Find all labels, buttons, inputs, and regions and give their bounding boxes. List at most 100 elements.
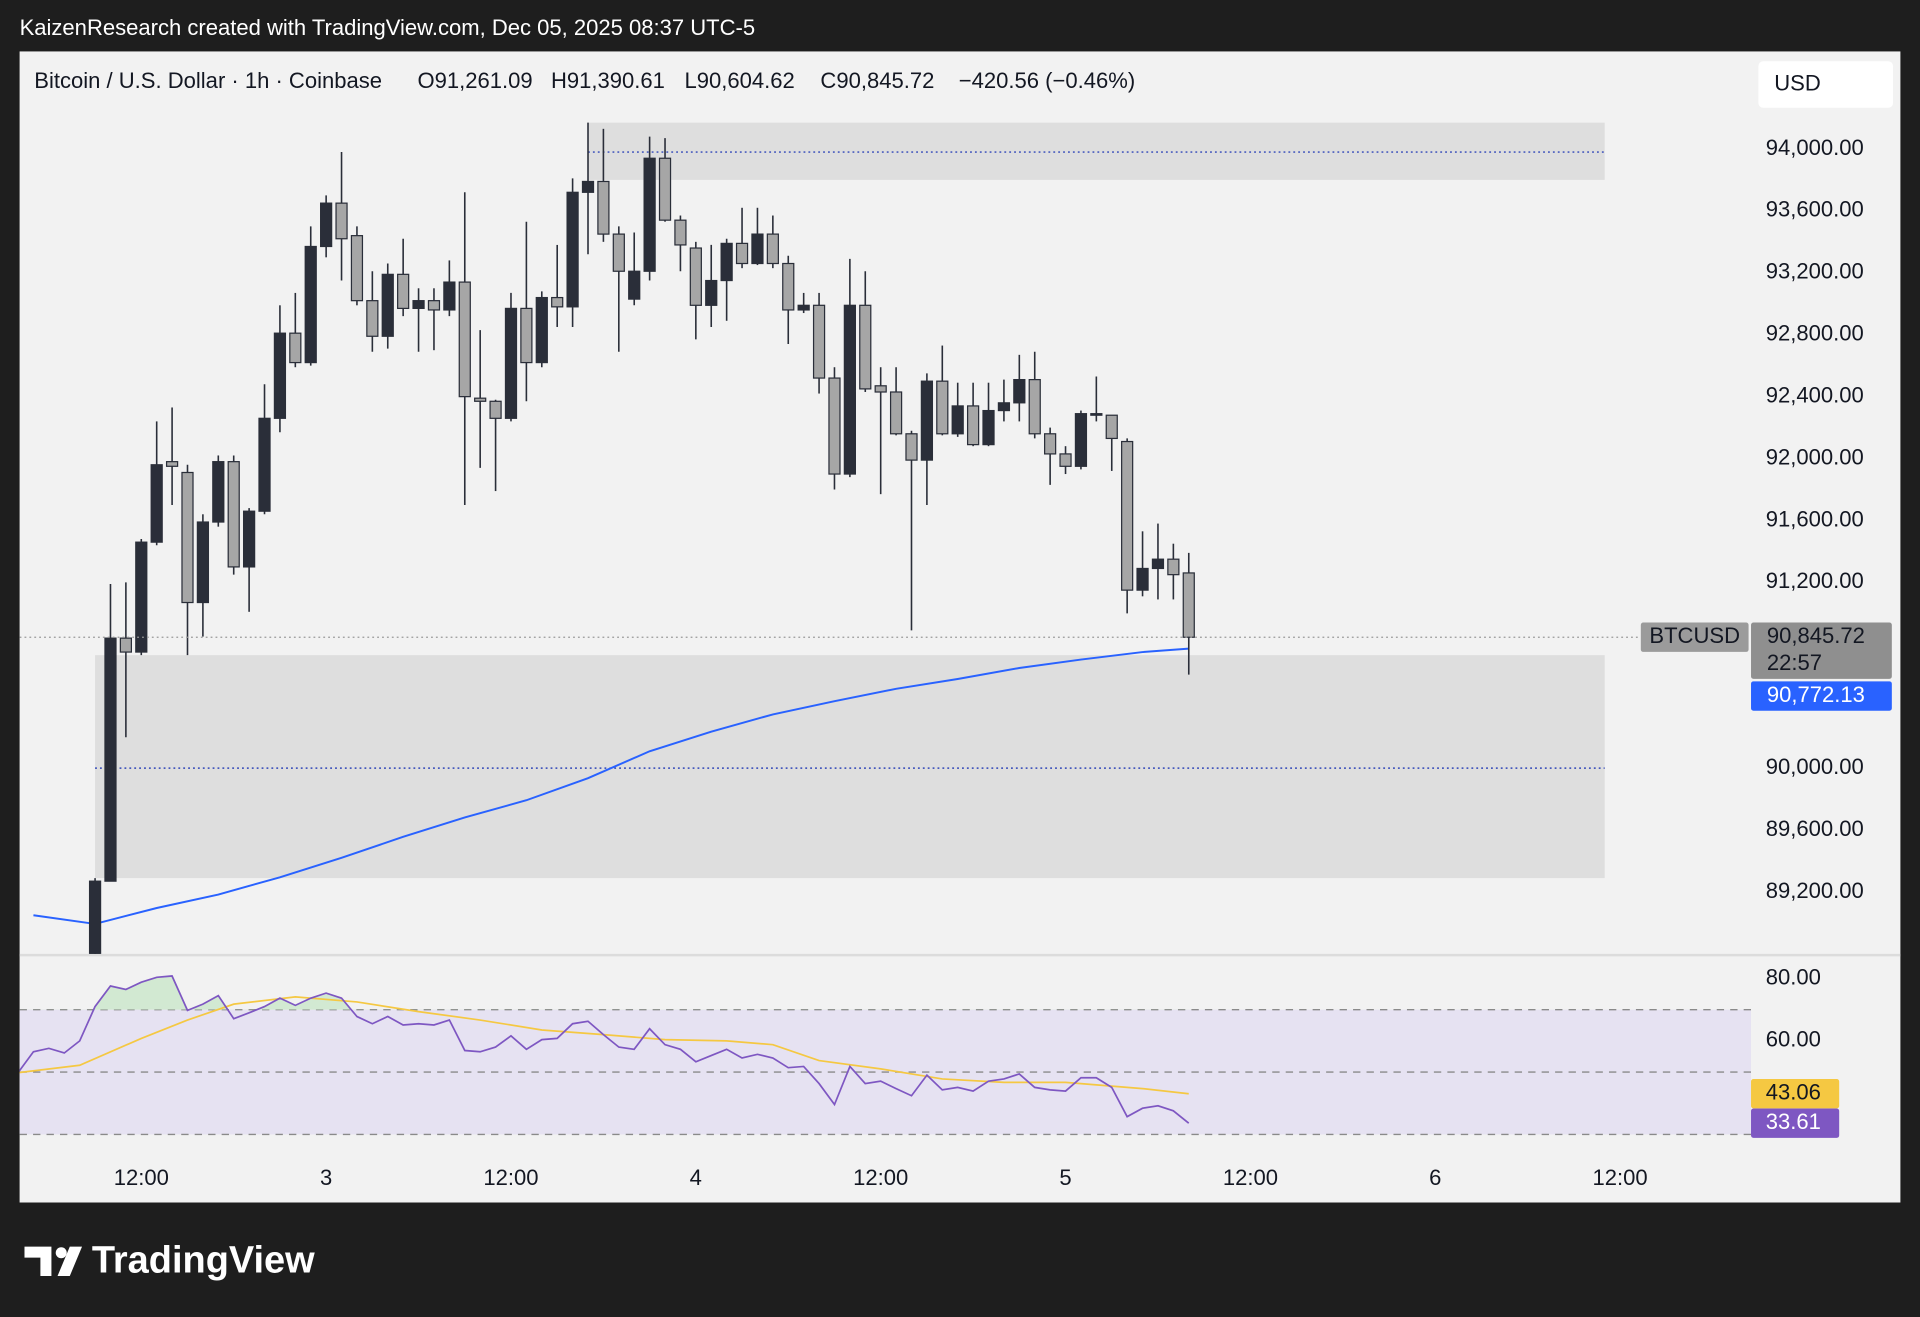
candle-body [535, 296, 548, 364]
candle-body [658, 157, 672, 221]
candle-body [504, 307, 518, 419]
candle-body [966, 405, 980, 446]
y-tick-label: 93,200.00 [1766, 259, 1864, 284]
y-tick-label: 91,600.00 [1766, 506, 1864, 531]
rsi-tick-label: 60.00 [1766, 1027, 1821, 1052]
y-tick-label: 92,800.00 [1766, 321, 1864, 346]
zone [588, 122, 1605, 180]
logo-text: TradingView [92, 1240, 315, 1282]
candle-body [1090, 413, 1103, 416]
candle-body [1059, 453, 1072, 467]
rsi-tag [1751, 1108, 1840, 1138]
rsi-tag-text: 33.61 [1766, 1109, 1821, 1134]
candle-body [320, 202, 333, 248]
x-tick-label: 12:00 [853, 1165, 908, 1190]
low-label: L90,604.62 [684, 68, 794, 93]
candle-body [273, 332, 287, 419]
candle-body [165, 461, 179, 467]
candle-body [889, 391, 903, 435]
candle-body [381, 273, 394, 337]
candle-body [366, 300, 379, 337]
candle-body [828, 377, 841, 475]
currency: USD [1774, 70, 1821, 95]
tradingview-logo: TradingView [24, 1240, 315, 1282]
logo-slash [57, 1246, 83, 1276]
symbol: Bitcoin / U.S. Dollar · 1h · Coinbase [34, 68, 382, 93]
candle-body [551, 296, 564, 308]
candle-body [674, 219, 687, 246]
candle-body [920, 380, 934, 461]
candle-body [474, 397, 487, 402]
candle-body [797, 304, 810, 311]
change-label: −420.56 (−0.46%) [959, 68, 1135, 93]
candle-body [936, 380, 949, 435]
candle-body [1136, 567, 1149, 591]
x-tick-label: 5 [1059, 1165, 1071, 1190]
rsi-ma-tag [1751, 1079, 1840, 1109]
candle-body [689, 247, 702, 306]
candle-body [335, 202, 348, 240]
x-tick-label: 12:00 [114, 1165, 169, 1190]
candle-body [1044, 433, 1057, 455]
candle-body [212, 461, 225, 523]
candle-body [427, 300, 441, 311]
candle-body [104, 637, 117, 882]
candle-body [119, 637, 133, 653]
y-tick-label: 90,000.00 [1766, 754, 1864, 779]
x-tick-label: 3 [320, 1165, 332, 1190]
candle-body [628, 270, 641, 300]
candle-body [766, 233, 779, 265]
y-tick-label: 89,200.00 [1766, 878, 1864, 903]
candle-body [581, 180, 595, 193]
candle-body [350, 235, 364, 302]
candle-body [412, 300, 425, 310]
ema-line [33, 647, 1189, 925]
y-tick-label: 92,000.00 [1766, 444, 1864, 469]
price-tag-text: 90,845.72 [1767, 623, 1865, 648]
rsi-ma-tag-text: 43.06 [1766, 1080, 1821, 1105]
candle-body [874, 385, 887, 393]
y-tick-label: 91,200.00 [1766, 568, 1864, 593]
candle-body [982, 409, 995, 446]
candle-body [150, 464, 163, 543]
y-tick-label: 94,000.00 [1766, 135, 1864, 160]
close-label: C90,845.72 [820, 68, 934, 93]
candle-body [181, 471, 194, 604]
candle-body [1121, 440, 1134, 591]
candle-body [1028, 378, 1041, 435]
candle-body [227, 461, 240, 568]
zone [95, 655, 1605, 879]
candle-body [1074, 413, 1088, 467]
ema-tag-text: 90,772.13 [1767, 682, 1865, 707]
x-tick-label: 12:00 [1593, 1165, 1648, 1190]
x-tick-label: 12:00 [483, 1165, 538, 1190]
symbol-tag [1640, 622, 1749, 652]
x-tick-label: 12:00 [1223, 1165, 1278, 1190]
candle-body [289, 332, 302, 364]
candle-body [843, 304, 856, 475]
ohlc-legend: Bitcoin / U.S. Dollar · 1h · Coinbase O9… [34, 68, 1135, 93]
logo-mark [24, 1246, 52, 1276]
candle-body [1151, 558, 1165, 570]
candle-body [1182, 572, 1195, 638]
candle-body [905, 433, 918, 461]
main-pane [33, 122, 1605, 954]
candle-body [520, 307, 533, 364]
currency-box[interactable] [1758, 61, 1894, 108]
x-tick-label: 6 [1429, 1165, 1441, 1190]
rsi-tick-label: 80.00 [1766, 964, 1821, 989]
candle-body [597, 180, 610, 235]
candle-body [643, 157, 656, 272]
rsi-pane [19, 975, 1752, 1136]
candle-body [196, 521, 210, 604]
candle-body [612, 233, 625, 272]
candle-body [1105, 414, 1118, 440]
candle-body [443, 281, 456, 311]
candle-body [951, 405, 964, 435]
candle-body [1013, 378, 1026, 404]
y-tick-label: 92,400.00 [1766, 382, 1864, 407]
rsi-overbought-fill [93, 975, 352, 1010]
price-tag [1751, 622, 1892, 679]
